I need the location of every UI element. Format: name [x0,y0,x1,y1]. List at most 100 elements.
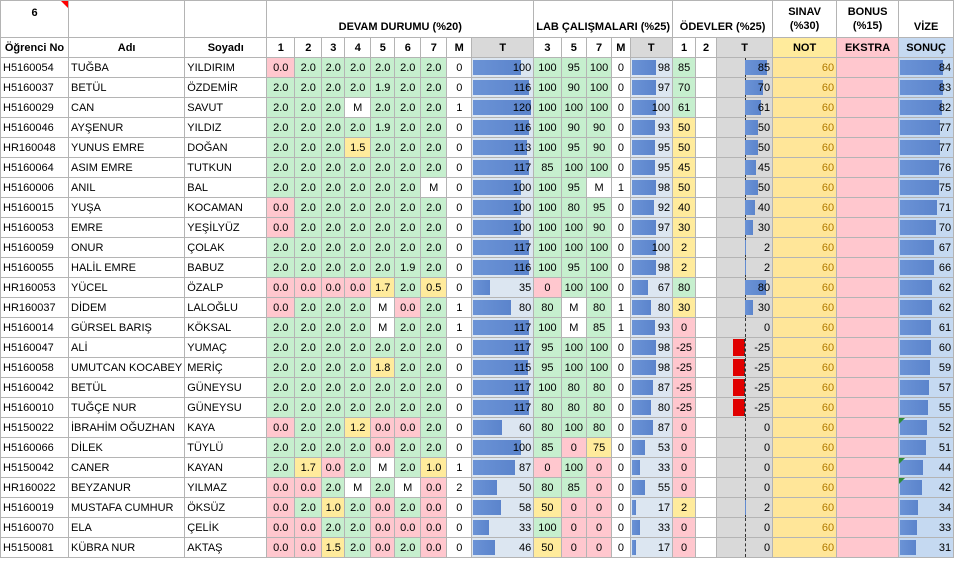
cell-devam-1[interactable]: 0.0 [266,417,296,438]
cell-odev-1[interactable]: 0 [672,417,697,438]
cell-devam-t[interactable]: 100 [471,177,535,198]
cell-bonus-ekstra[interactable] [836,137,900,158]
cell-lab-7[interactable]: 95 [585,197,613,218]
cell-bonus-ekstra[interactable] [836,237,900,258]
cell-lab-m[interactable]: 0 [611,97,631,118]
cell-lab-7[interactable]: 0 [585,517,613,538]
cell-lab-5[interactable]: 95 [560,137,587,158]
cell-devam-5[interactable]: 2.0 [370,477,396,498]
col-devam-t-header[interactable]: T [471,37,535,58]
cell-soyadi[interactable]: ÇELİK [184,517,268,538]
cell-devam-7[interactable]: 2.0 [420,417,448,438]
cell-lab-5[interactable]: M [560,317,587,338]
cell-devam-2[interactable]: 0.0 [294,277,323,298]
cell-devam-6[interactable]: 2.0 [394,217,422,238]
cell-lab-5[interactable]: 100 [560,357,587,378]
cell-odev-2[interactable] [695,437,718,458]
sinav-group-header[interactable]: SINAV (%30) [772,0,838,38]
cell-lab-3[interactable]: 100 [533,57,562,78]
cell-bonus-ekstra[interactable] [836,517,900,538]
cell-lab-5[interactable]: 95 [560,57,587,78]
cell-devam-4[interactable]: 2.0 [344,77,372,98]
cell-sinav-not[interactable]: 60 [772,57,838,78]
cell-devam-4[interactable]: 2.0 [344,237,372,258]
cell-devam-t[interactable]: 117 [471,397,535,418]
cell-devam-3[interactable]: 2.0 [321,117,346,138]
cell-soyadi[interactable]: GÜNEYSU [184,397,268,418]
cell-lab-7[interactable]: 100 [585,77,613,98]
cell-lab-m[interactable]: 0 [611,437,631,458]
cell-lab-7[interactable]: 85 [585,317,613,338]
cell-odev-1[interactable]: 61 [672,97,697,118]
cell-bonus-ekstra[interactable] [836,457,900,478]
cell-adi[interactable]: AYŞENUR [67,117,186,138]
cell-devam-2[interactable]: 2.0 [294,357,323,378]
cell-devam-m[interactable]: 0 [446,117,473,138]
cell-soyadi[interactable]: MERİÇ [184,357,268,378]
cell-devam-1[interactable]: 0.0 [266,277,296,298]
cell-lab-3[interactable]: 100 [533,517,562,538]
cell-vize-sonuc[interactable]: 44 [898,457,955,478]
cell-vize-sonuc[interactable]: 70 [898,217,955,238]
cell-bonus-ekstra[interactable] [836,317,900,338]
cell-ogrenci-no[interactable]: H5150042 [0,457,69,478]
cell-adi[interactable]: EMRE [67,217,186,238]
cell-devam-1[interactable]: 2.0 [266,237,296,258]
cell-lab-7[interactable]: 100 [585,337,613,358]
cell-ogrenci-no[interactable]: H5160058 [0,357,69,378]
cell-odev-2[interactable] [695,257,718,278]
cell-devam-2[interactable]: 2.0 [294,377,323,398]
cell-lab-5[interactable]: 95 [560,177,587,198]
cell-soyadi[interactable]: YUMAÇ [184,337,268,358]
cell-odev-t[interactable]: -25 [716,377,774,398]
cell-lab-t[interactable]: 97 [629,217,674,238]
cell-odev-1[interactable]: -25 [672,357,697,378]
cell-odev-2[interactable] [695,497,718,518]
cell-lab-t[interactable]: 95 [629,157,674,178]
cell-sinav-not[interactable]: 60 [772,97,838,118]
cell-lab-7[interactable]: 90 [585,217,613,238]
cell-odev-t[interactable]: 61 [716,97,774,118]
cell-devam-7[interactable]: 2.0 [420,437,448,458]
col-sinav-not-header[interactable]: NOT [772,37,838,58]
col-bonus-ekstra-header[interactable]: EKSTRA [836,37,900,58]
cell-lab-7[interactable]: 0 [585,457,613,478]
cell-devam-3[interactable]: 0.0 [321,457,346,478]
cell-odev-1[interactable]: 50 [672,137,697,158]
cell-sinav-not[interactable]: 60 [772,77,838,98]
cell-devam-5[interactable]: 2.0 [370,237,396,258]
cell-lab-m[interactable]: 0 [611,137,631,158]
cell-odev-t[interactable]: 80 [716,277,774,298]
cell-adi[interactable]: DİDEM [67,297,186,318]
cell-ogrenci-no[interactable]: H5160070 [0,517,69,538]
cell-odev-1[interactable]: 0 [672,517,697,538]
cell-adi[interactable]: YUŞA [67,197,186,218]
cell-lab-3[interactable]: 100 [533,377,562,398]
cell-devam-4[interactable]: 2.0 [344,157,372,178]
cell-devam-4[interactable]: 2.0 [344,457,372,478]
cell-soyadi[interactable]: ÖZDEMİR [184,77,268,98]
cell-devam-t[interactable]: 117 [471,237,535,258]
cell-devam-6[interactable]: 2.0 [394,357,422,378]
cell-adi[interactable]: BETÜL [67,377,186,398]
cell-lab-5[interactable]: 100 [560,277,587,298]
cell-devam-4[interactable]: 1.2 [344,417,372,438]
cell-devam-5[interactable]: 2.0 [370,397,396,418]
cell-lab-3[interactable]: 100 [533,97,562,118]
cell-bonus-ekstra[interactable] [836,417,900,438]
cell-devam-7[interactable]: 2.0 [420,237,448,258]
cell-devam-4[interactable]: 2.0 [344,497,372,518]
cell-odev-t[interactable]: 30 [716,297,774,318]
cell-odev-1[interactable]: 40 [672,197,697,218]
cell-devam-3[interactable]: 2.0 [321,377,346,398]
cell-devam-6[interactable]: 2.0 [394,317,422,338]
cell-devam-4[interactable]: 2.0 [344,257,372,278]
cell-lab-t[interactable]: 97 [629,77,674,98]
cell-lab-7[interactable]: 0 [585,497,613,518]
cell-adi[interactable]: ALİ [67,337,186,358]
cell-odev-1[interactable]: 45 [672,157,697,178]
cell-devam-7[interactable]: 2.0 [420,297,448,318]
cell-devam-6[interactable]: 0.0 [394,417,422,438]
cell-soyadi[interactable]: YILMAZ [184,477,268,498]
cell-devam-1[interactable]: 0.0 [266,297,296,318]
